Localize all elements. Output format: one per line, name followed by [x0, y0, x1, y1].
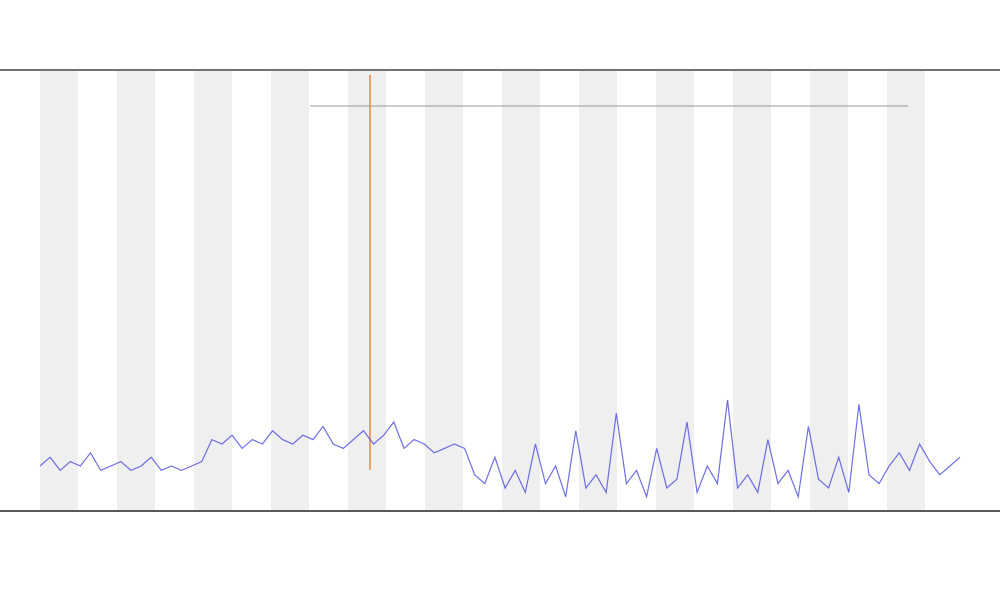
- band: [656, 71, 694, 510]
- band: [733, 71, 771, 510]
- band: [887, 71, 925, 510]
- band: [40, 71, 78, 510]
- band: [579, 71, 617, 510]
- background-bands: [40, 71, 925, 510]
- band: [271, 71, 309, 510]
- band: [502, 71, 540, 510]
- band: [425, 71, 463, 510]
- band: [810, 71, 848, 510]
- data-line: [39, 399, 961, 500]
- band: [117, 71, 155, 510]
- band: [194, 71, 232, 510]
- band: [348, 71, 386, 510]
